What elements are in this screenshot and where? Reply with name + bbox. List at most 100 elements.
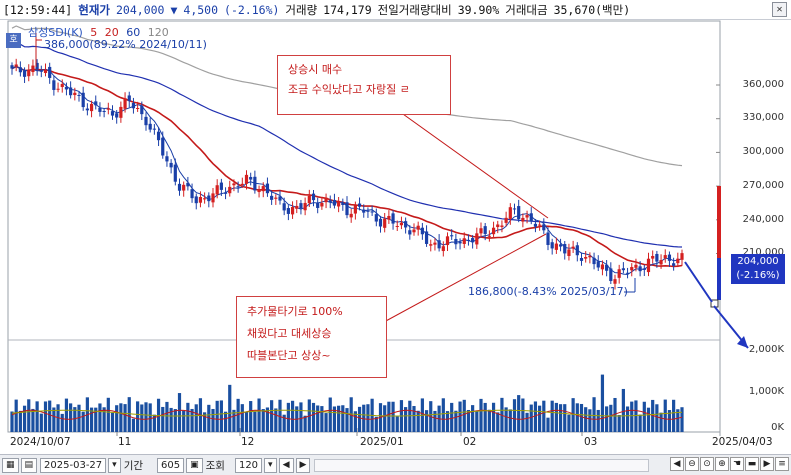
y-tick-label: 210,000 [742, 247, 784, 258]
candle-body [538, 224, 542, 226]
volume-bar [521, 398, 525, 432]
candle-body [240, 183, 244, 186]
price-range-bar-down [717, 258, 721, 300]
volume-bar [672, 399, 676, 432]
volume-bar [240, 404, 244, 432]
volume-bar [655, 404, 659, 432]
volume-bar [60, 413, 64, 432]
candle-body [345, 202, 349, 216]
candle-body [605, 264, 609, 271]
candle-body [161, 137, 165, 156]
volume-bar [441, 398, 445, 432]
volume-bar [73, 407, 77, 432]
volume-bar [609, 404, 613, 432]
candle-body [311, 193, 316, 201]
candle-body [18, 67, 22, 73]
candle-body [638, 266, 642, 272]
volume-bar [282, 414, 286, 432]
candle-body [600, 264, 605, 270]
volume-bar [77, 404, 81, 432]
scroll-left-end-icon[interactable]: ◀ [670, 457, 684, 471]
volume-bar [265, 407, 270, 432]
volume-bar [173, 409, 177, 432]
candle-body [416, 225, 420, 230]
candle-body [52, 80, 56, 90]
lookup-toggle-icon[interactable]: ▣ [186, 457, 203, 473]
candle-body [613, 279, 617, 284]
hand-tool-icon[interactable]: ☚ [730, 457, 744, 471]
candle-body [362, 209, 366, 213]
annotation-text: 조금 수익났다고 자랑질 ㄹ [288, 83, 410, 96]
x-tick-label: 11 [118, 436, 132, 448]
scroll-bar-icon[interactable]: ▬ [745, 457, 759, 471]
volume-bar [328, 397, 332, 432]
candle-body [152, 128, 156, 130]
volume-bar [316, 405, 320, 432]
volume-bar [270, 400, 274, 432]
volume-bar [412, 406, 416, 432]
volume-bar [663, 399, 667, 432]
zoom-in-icon[interactable]: ⊕ [715, 457, 729, 471]
bars-dropdown-icon[interactable]: ▾ [264, 457, 277, 473]
candle-body [450, 235, 454, 237]
candle-body [592, 257, 596, 265]
volume-bar [605, 406, 609, 432]
candle-body [27, 69, 31, 77]
volume-bar [337, 405, 341, 432]
volume-ma-lines [11, 409, 683, 420]
volume-bar [345, 408, 349, 432]
volume-bar [651, 399, 655, 432]
period-type-toggle-icon[interactable]: ▦ [2, 457, 19, 473]
volume-bar [542, 400, 546, 432]
x-tick-label: 2024/10/07 [10, 436, 71, 448]
candle-body [433, 242, 437, 245]
candle-body [646, 258, 651, 273]
zoom-reset-icon[interactable]: ⊙ [700, 457, 714, 471]
candle-body [94, 101, 98, 106]
scroll-left-icon[interactable]: ◀ [278, 457, 294, 473]
period-label: 기간 [123, 459, 144, 472]
volume-bar [223, 411, 228, 432]
current-price-value: 204,000 [737, 256, 779, 267]
volume-bar [571, 398, 575, 432]
volume-bar [69, 403, 73, 432]
volume-ratio-label: 전일거래량대비 [377, 2, 452, 17]
chart-settings-icon[interactable]: 호 [6, 33, 21, 48]
count-field[interactable]: 605 [157, 457, 185, 473]
candle-body [182, 184, 186, 191]
volume-bar [27, 399, 31, 432]
zoom-out-icon[interactable]: ⊖ [685, 457, 699, 471]
close-icon[interactable]: ✕ [772, 2, 787, 17]
menu-icon[interactable]: ≡ [775, 457, 789, 471]
volume-value: 174,179 [323, 2, 372, 17]
volume-bar [579, 403, 584, 432]
candle-body [533, 223, 538, 227]
candle-body [353, 205, 357, 214]
scroll-right-end-icon[interactable]: ▶ [760, 457, 774, 471]
volume-bar [554, 402, 558, 432]
horizontal-scrollbar[interactable] [314, 458, 650, 472]
candle-body [550, 242, 554, 249]
volume-bar [592, 397, 596, 432]
volume-bar [491, 402, 496, 432]
candle-body [374, 214, 378, 222]
volume-bar [136, 401, 140, 432]
calendar-icon[interactable]: ▤ [20, 457, 38, 473]
volume-bar [18, 410, 22, 432]
candle-body [31, 65, 35, 73]
clock-time: [12:59:44] [3, 2, 73, 17]
candle-body [69, 87, 73, 96]
date-dropdown-icon[interactable]: ▾ [108, 457, 121, 473]
bars-field[interactable]: 120 [234, 457, 263, 473]
volume-bar [353, 411, 357, 432]
candle-body [546, 232, 550, 245]
annotation-box-averaging: 추가물타기로 100% 채웠다고 대세상승 따블본단고 상상~ [236, 296, 387, 378]
volume-bar [123, 404, 127, 432]
candle-body [186, 182, 190, 187]
volume-bar [424, 410, 429, 432]
scroll-right-icon[interactable]: ▶ [295, 457, 311, 473]
current-price-label: 현재가 [78, 2, 110, 17]
annotation-text: 상승시 매수 [288, 63, 343, 76]
start-date-field[interactable]: 2025-03-27 [40, 457, 107, 473]
